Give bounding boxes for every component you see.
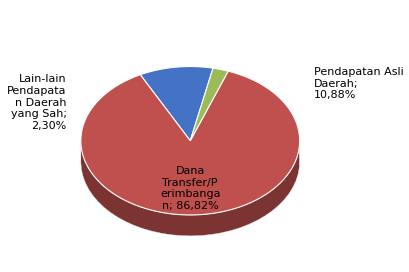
Polygon shape [140,67,213,141]
Text: Pendapatan Asli
Daerah;
10,88%: Pendapatan Asli Daerah; 10,88% [314,67,404,100]
Polygon shape [81,71,300,215]
Polygon shape [190,68,228,141]
Text: Dana
Transfer/P
erimbanga
n; 86,82%: Dana Transfer/P erimbanga n; 86,82% [160,166,220,211]
Polygon shape [81,142,299,236]
Text: Lain-lain
Pendapata
n Daerah
yang Sah;
2,30%: Lain-lain Pendapata n Daerah yang Sah; 2… [7,75,67,131]
Ellipse shape [81,88,300,236]
